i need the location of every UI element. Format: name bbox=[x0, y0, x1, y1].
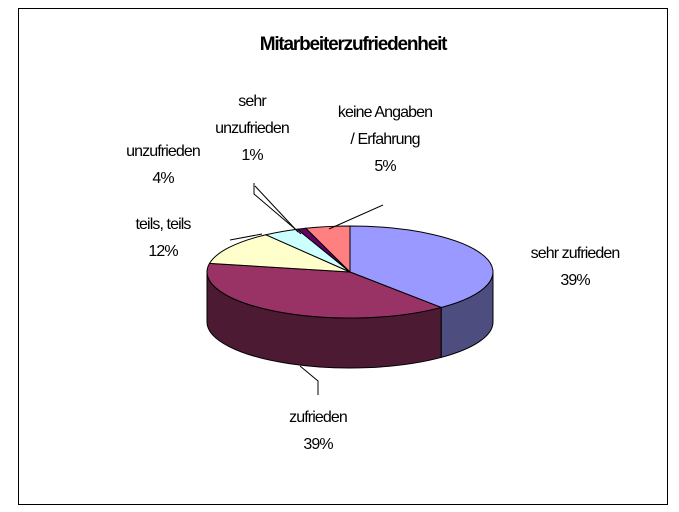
category-label: sehr unzufrieden bbox=[215, 93, 290, 137]
category-label: unzufrieden bbox=[126, 143, 201, 160]
data-label: zufrieden 39% bbox=[289, 404, 348, 459]
value-label: 1% bbox=[241, 147, 263, 164]
data-label: keine Angaben / Erfahrung 5% bbox=[337, 99, 433, 181]
data-label: sehr zufrieden 39% bbox=[530, 240, 621, 295]
pie-slice bbox=[304, 225, 351, 274]
data-label: teils, teils 12% bbox=[135, 211, 192, 266]
category-label: keine Angaben / Erfahrung bbox=[337, 104, 433, 148]
pie-slice bbox=[349, 225, 494, 308]
value-label: 12% bbox=[148, 243, 178, 260]
pie-sides bbox=[206, 271, 494, 369]
leader-line bbox=[328, 204, 384, 230]
leader-line bbox=[254, 185, 299, 233]
pie-slice bbox=[208, 234, 351, 273]
category-label: teils, teils bbox=[135, 216, 192, 233]
value-label: 4% bbox=[152, 170, 174, 187]
category-label: sehr zufrieden bbox=[530, 245, 621, 262]
value-label: 39% bbox=[560, 272, 590, 289]
leader-line bbox=[229, 233, 263, 241]
leader-line bbox=[253, 183, 302, 235]
pie-tops bbox=[206, 225, 494, 319]
pie-slice bbox=[206, 262, 443, 319]
leader-line bbox=[299, 365, 319, 395]
data-label: sehr unzufrieden 1% bbox=[215, 88, 290, 170]
category-label: zufrieden bbox=[289, 409, 348, 426]
value-label: 39% bbox=[303, 436, 333, 453]
data-label: unzufrieden 4% bbox=[126, 138, 201, 193]
chart-title: Mitarbeiterzufriedenheit bbox=[259, 34, 448, 55]
value-label: 5% bbox=[374, 158, 396, 175]
